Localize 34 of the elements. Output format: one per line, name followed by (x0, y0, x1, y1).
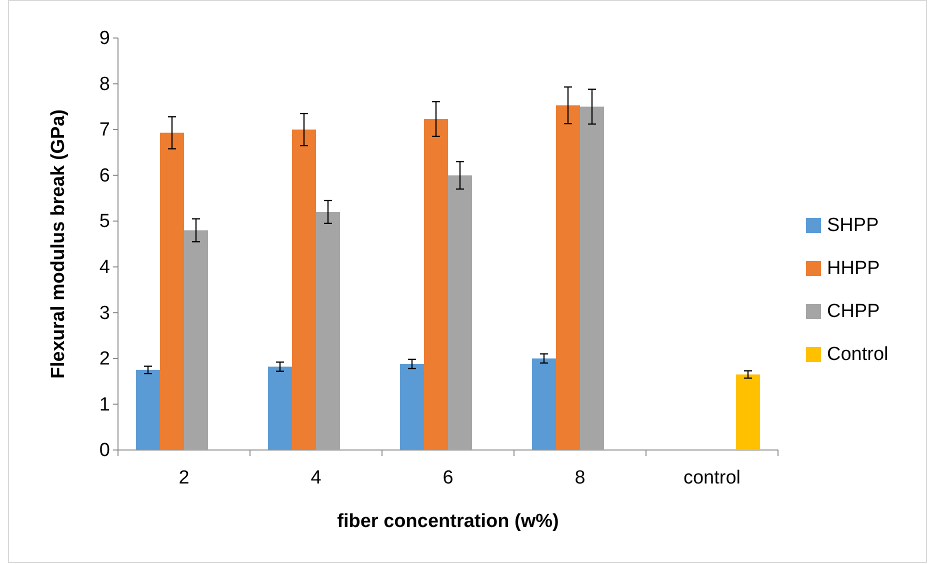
x-tick-label: 8 (574, 467, 586, 488)
bar (424, 119, 448, 450)
bar (316, 212, 340, 450)
x-tick-label: 2 (178, 467, 190, 488)
legend-label: Control (827, 344, 888, 365)
y-tick-label: 3 (99, 302, 110, 324)
y-tick-label: 9 (99, 28, 110, 50)
bar (580, 106, 604, 450)
bar (184, 230, 208, 450)
bar (292, 130, 316, 450)
legend-label: HHPP (827, 258, 880, 279)
y-tick-label: 2 (99, 348, 110, 370)
bar (556, 105, 580, 450)
y-tick-label: 1 (99, 394, 110, 416)
y-tick-label: 0 (99, 440, 110, 462)
x-tick-label: 6 (442, 467, 454, 488)
x-tick-label: control (683, 467, 741, 488)
y-tick-label: 5 (99, 211, 110, 232)
bar (136, 370, 160, 450)
bar (160, 132, 184, 450)
x-tick-label: 4 (310, 467, 322, 488)
y-axis-title: Flexural modulus break (GPa) (48, 109, 69, 379)
bar (268, 366, 292, 450)
x-axis-title: fiber concentration (w%) (337, 511, 559, 532)
bar (448, 175, 472, 450)
bar (400, 364, 424, 450)
bar (532, 358, 556, 450)
legend-label: CHPP (827, 301, 880, 322)
y-tick-label: 7 (99, 120, 110, 141)
y-tick-label: 6 (99, 165, 110, 186)
legend-label: SHPP (827, 215, 879, 236)
bar (736, 374, 760, 450)
y-tick-label: 4 (99, 256, 110, 278)
y-tick-label: 8 (99, 74, 110, 95)
